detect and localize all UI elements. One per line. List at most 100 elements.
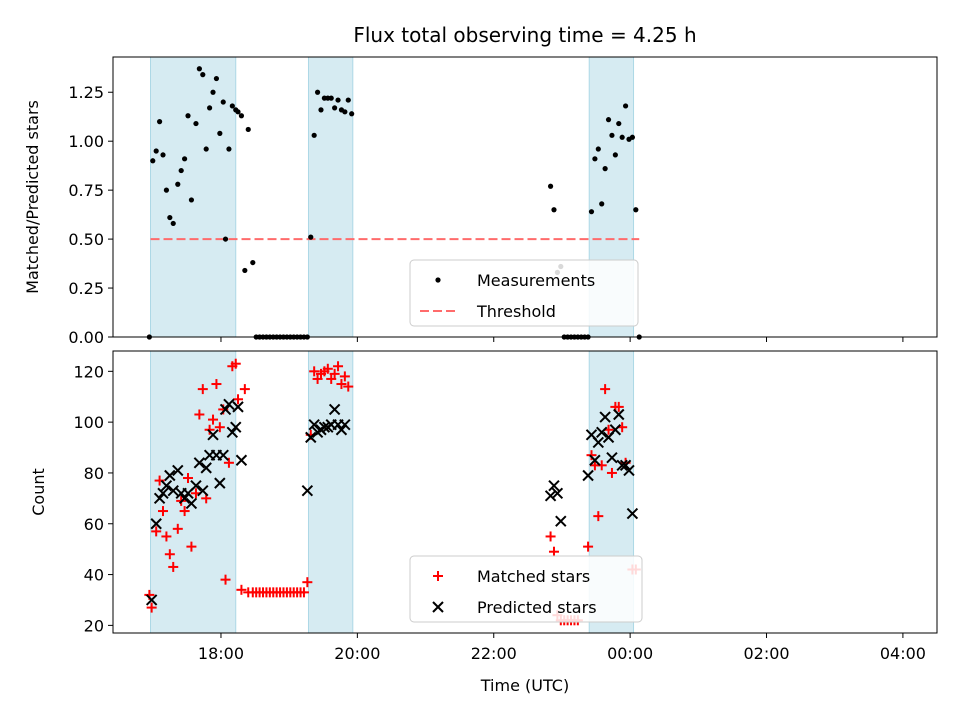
measurement-point	[602, 166, 608, 172]
measurement-point	[245, 126, 251, 133]
predicted-star-point	[599, 411, 611, 423]
matched-star-point	[343, 381, 354, 392]
predicted-star-point	[623, 464, 635, 477]
predicted-star-point	[626, 507, 639, 520]
predicted-star-point	[582, 469, 594, 482]
measurement-point	[595, 146, 601, 152]
matched-star-point	[329, 368, 340, 379]
measurement-point	[150, 158, 156, 164]
matched-star-point	[309, 366, 320, 377]
x-tick-label: 18:00	[198, 644, 244, 663]
matched-star-point	[302, 577, 313, 588]
predicted-star-point	[318, 421, 331, 433]
predicted-star-point	[596, 426, 608, 439]
predicted-star-point	[613, 408, 625, 421]
y-tick-label: 0.00	[68, 328, 104, 347]
predicted-star-point	[226, 426, 239, 439]
matched-star-point	[583, 541, 594, 552]
x-tick-label: 00:00	[607, 644, 653, 663]
predicted-star-point	[200, 462, 212, 474]
matched-star-point	[596, 460, 607, 471]
matched-star-point	[211, 379, 222, 390]
predicted-star-point	[589, 454, 601, 466]
measurement-point	[226, 146, 232, 152]
shaded-interval	[150, 56, 237, 338]
legend-label: Threshold	[476, 302, 556, 321]
predicted-star-point	[301, 485, 314, 497]
matched-star-point	[183, 473, 194, 484]
matched-star-point	[168, 561, 179, 572]
top-panel-frame	[112, 56, 938, 338]
measurement-point	[213, 75, 220, 82]
y-tick-label: 120	[73, 362, 104, 381]
predicted-star-point	[230, 421, 242, 433]
chart-title: Flux total observing time = 4.25 h	[353, 23, 696, 47]
measurement-point	[153, 148, 159, 154]
matched-star-point	[606, 467, 617, 478]
measurement-point	[592, 156, 598, 162]
y-tick-label: 1.25	[68, 83, 104, 102]
measurement-point	[156, 119, 163, 125]
x-tick-label: 04:00	[880, 644, 926, 663]
measurement-point	[588, 209, 595, 215]
measurement-point	[167, 214, 173, 221]
measurement-point	[160, 152, 166, 158]
predicted-star-point	[339, 418, 351, 431]
measurement-point	[217, 130, 223, 136]
measurement-point	[622, 103, 629, 109]
matched-star-point	[194, 409, 205, 420]
predicted-star-point	[214, 477, 226, 489]
measurement-point	[619, 134, 625, 140]
measurement-point	[311, 132, 317, 138]
matched-star-point	[214, 422, 225, 433]
measurement-point	[612, 152, 618, 158]
y-tick-label: 20	[84, 616, 104, 635]
predicted-star-point	[544, 490, 557, 502]
bottom-panel-y-axis-title: Count	[29, 468, 48, 516]
predicted-star-point	[328, 403, 341, 416]
predicted-star-point	[305, 431, 317, 444]
y-tick-label: 40	[84, 566, 104, 585]
measurement-point	[314, 89, 321, 95]
y-tick-label: 0.75	[68, 181, 104, 200]
matched-star-point	[613, 401, 624, 412]
measurement-point	[342, 109, 348, 115]
matched-star-point	[151, 526, 162, 537]
bottom-panel-frame	[112, 350, 938, 634]
measurement-point	[308, 234, 314, 240]
predicted-star-point	[616, 459, 628, 472]
matched-star-point	[204, 424, 215, 435]
matched-star-point	[197, 384, 208, 395]
predicted-star-point	[235, 454, 248, 466]
predicted-star-point	[178, 492, 191, 505]
predicted-star-point	[167, 485, 179, 497]
matched-star-point	[230, 358, 241, 369]
predicted-star-point	[308, 418, 320, 431]
predicted-star-point	[232, 401, 244, 413]
measurement-point	[345, 97, 351, 103]
predicted-star-point	[145, 594, 158, 606]
predicted-star-point	[172, 464, 184, 477]
measurement-point	[328, 95, 334, 101]
measurement-point	[599, 201, 605, 207]
predicted-star-point	[619, 459, 632, 472]
measurement-point	[196, 66, 202, 72]
measurement-point	[616, 120, 622, 127]
matched-star-point	[333, 361, 344, 372]
measurement-point	[222, 236, 229, 242]
shaded-interval	[307, 56, 354, 338]
predicted-star-point	[606, 451, 618, 464]
matched-star-point	[172, 523, 183, 534]
measurement-point	[250, 259, 256, 266]
legend-marker-predicted	[432, 601, 444, 613]
x-tick-label: 22:00	[471, 644, 517, 663]
legend-box	[409, 259, 639, 327]
matched-star-point	[208, 414, 219, 425]
matched-star-point	[239, 384, 250, 395]
measurement-point	[242, 267, 248, 274]
measurement-point	[605, 117, 612, 123]
top-panel: 0.00 0.25 0.50 0.75 1.00 1.25 Matched/Predict…	[23, 56, 938, 347]
measurement-point	[203, 146, 209, 152]
measurement-point	[547, 183, 554, 189]
y-tick-label: 0.25	[68, 279, 104, 298]
